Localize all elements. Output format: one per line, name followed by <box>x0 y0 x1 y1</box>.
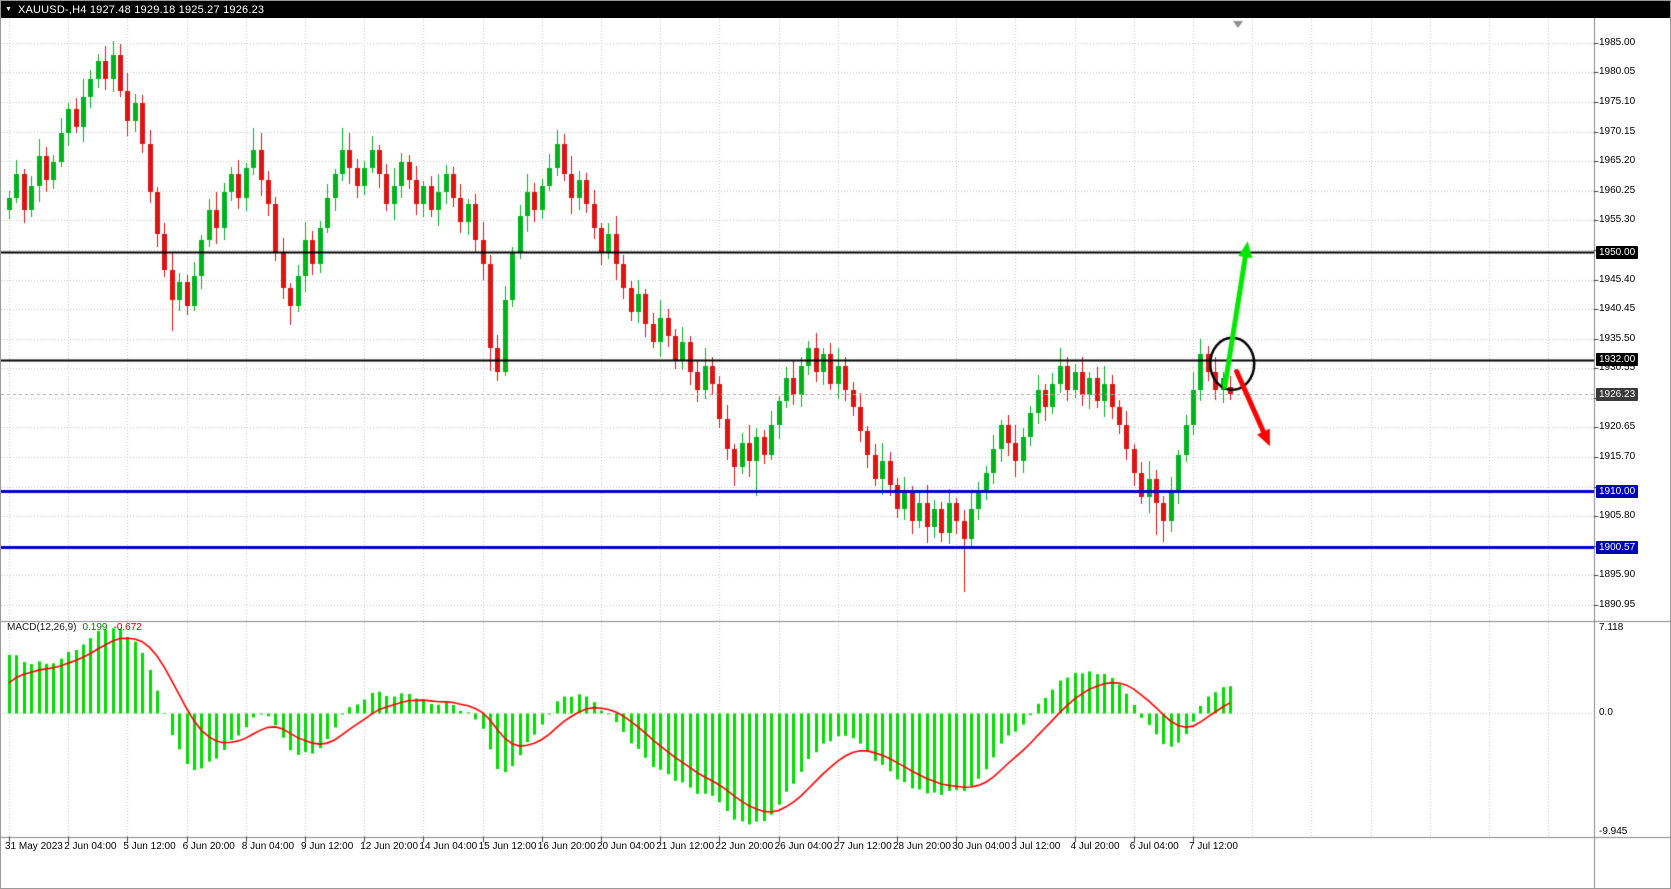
price-line-badge: 1926.23 <box>1596 387 1639 401</box>
time-tick-label: 30 Jun 04:00 <box>952 841 1011 852</box>
time-tick-label: 4 Jul 20:00 <box>1070 841 1120 852</box>
time-tick-label: 9 Jun 12:00 <box>301 841 354 852</box>
time-tick-label: 6 Jun 20:00 <box>182 841 235 852</box>
time-tick-label: 15 Jun 12:00 <box>478 841 537 852</box>
time-tick-label: 12 Jun 20:00 <box>360 841 419 852</box>
price-tick-label: 1890.95 <box>1599 598 1636 610</box>
price-tick-label: 1920.65 <box>1599 421 1636 433</box>
price-tick-label: 1905.80 <box>1599 510 1636 522</box>
price-tick-label: 1955.30 <box>1599 214 1636 226</box>
time-tick-label: 21 Jun 12:00 <box>656 841 715 852</box>
price-line-badge: 1950.00 <box>1596 245 1639 259</box>
price-line-badge: 1900.57 <box>1596 540 1639 554</box>
time-tick-label: 5 Jun 12:00 <box>123 841 176 852</box>
symbol-dropdown-icon[interactable]: ▼ <box>5 6 12 13</box>
price-axis: 1985.00 1980.05 1975.10 1970.15 1965.20 1960.… <box>1595 1 1670 888</box>
chart-title-bar: ▼ XAUUSD-,H4 1927.48 1929.18 1925.27 192… <box>1 1 1670 18</box>
macd-name: MACD(12,26,9) <box>7 622 77 633</box>
time-tick-label: 8 Jun 04:00 <box>241 841 295 852</box>
time-tick-label: 27 Jun 12:00 <box>833 841 892 852</box>
price-tick-label: 1985.00 <box>1599 36 1636 48</box>
time-tick-label: 14 Jun 04:00 <box>419 841 478 852</box>
price-tick-label: 1965.20 <box>1599 155 1636 167</box>
price-tick-label: 1930.55 <box>1599 362 1636 374</box>
price-tick-label: 1935.50 <box>1599 332 1636 344</box>
time-tick-label: 31 May 2023 <box>5 841 63 852</box>
time-tick-label: 28 Jun 20:00 <box>893 841 951 852</box>
price-tick-label: 1940.45 <box>1599 303 1636 315</box>
time-tick-label: 20 Jun 04:00 <box>597 841 655 852</box>
price-tick-label: 1960.25 <box>1599 184 1636 196</box>
chart-title: XAUUSD-,H4 1927.48 1929.18 1925.27 1926.… <box>17 3 265 16</box>
time-tick-label: 22 Jun 20:00 <box>715 841 774 852</box>
price-tick-label: 1895.90 <box>1599 569 1636 581</box>
price-line-badge: 1910.00 <box>1596 484 1639 498</box>
price-tick-label: 1945.40 <box>1599 273 1636 285</box>
macd-axis-zero-label: 0.0 <box>1599 706 1613 718</box>
price-tick-label: 1980.05 <box>1599 66 1636 78</box>
time-axis: 31 May 2023 2 Jun 04:00 5 Jun 12:00 6 Jun 2… <box>1 839 1594 859</box>
price-tick-label: 1975.10 <box>1599 96 1636 108</box>
time-tick-label: 3 Jul 12:00 <box>1011 841 1061 852</box>
time-tick-label: 2 Jun 04:00 <box>64 841 117 852</box>
price-tick-label: 1915.70 <box>1599 451 1636 463</box>
macd-main-value: 0.199 <box>82 622 108 633</box>
macd-signal-value: -0.672 <box>113 622 142 633</box>
macd-indicator-label: MACD(12,26,9) 0.199 -0.672 <box>7 622 148 633</box>
price-tick-label: 1970.15 <box>1599 125 1636 137</box>
time-tick-label: 16 Jun 20:00 <box>537 841 596 852</box>
time-tick-label: 6 Jul 04:00 <box>1129 841 1179 852</box>
price-line-badge: 1932.00 <box>1596 353 1639 367</box>
macd-axis-max-label: 7.118 <box>1599 622 1624 633</box>
time-tick-label: 7 Jul 12:00 <box>1189 841 1238 852</box>
time-tick-label: 26 Jun 04:00 <box>774 841 833 852</box>
macd-axis-min-label: -9.945 <box>1599 826 1628 837</box>
